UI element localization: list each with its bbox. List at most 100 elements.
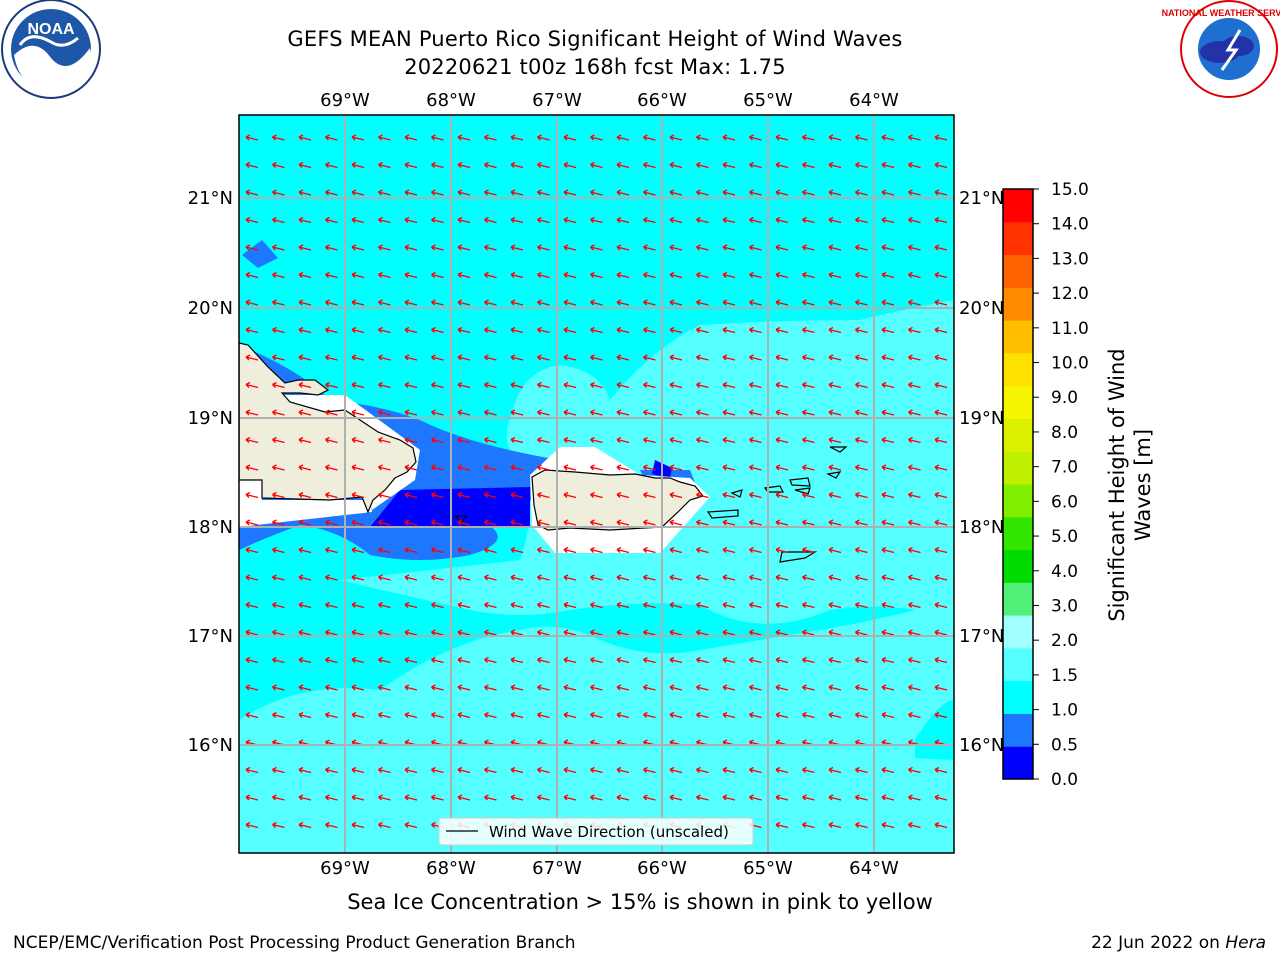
wind-arrow bbox=[828, 546, 842, 554]
wind-arrow bbox=[722, 189, 736, 196]
wind-arrow bbox=[431, 134, 444, 141]
wind-arrow bbox=[510, 519, 524, 526]
lon-label: 66°W bbox=[637, 858, 687, 879]
wind-arrow bbox=[245, 354, 259, 361]
footer-host: Hera bbox=[1225, 933, 1266, 953]
wind-arrow bbox=[484, 491, 497, 499]
wind-arrow bbox=[696, 134, 709, 141]
wind-arrow bbox=[802, 546, 815, 554]
wind-arrow bbox=[245, 656, 259, 664]
wind-arrow bbox=[908, 271, 921, 279]
wind-arrow bbox=[431, 161, 444, 169]
wind-arrow bbox=[590, 244, 603, 251]
wind-arrow bbox=[245, 134, 259, 141]
wind-wave-arrows bbox=[245, 134, 948, 829]
wind-arrow bbox=[404, 601, 418, 609]
colorbar-tick-label: 5.0 bbox=[1051, 527, 1078, 547]
wind-arrow bbox=[802, 134, 815, 141]
wind-arrow bbox=[749, 216, 762, 224]
wind-arrow bbox=[749, 766, 762, 774]
wind-arrow bbox=[775, 354, 789, 361]
wind-arrow bbox=[378, 574, 391, 581]
wind-arrow bbox=[669, 409, 683, 416]
wind-arrow bbox=[934, 299, 948, 306]
wind-arrow bbox=[378, 656, 391, 664]
wind-arrow bbox=[537, 436, 550, 444]
wind-arrow bbox=[643, 161, 656, 169]
wind-arrow bbox=[881, 189, 895, 196]
wind-arrow bbox=[590, 409, 603, 416]
wind-arrow bbox=[934, 134, 948, 141]
wind-arrow bbox=[696, 161, 709, 169]
wind-arrow bbox=[908, 821, 921, 829]
wind-arrow bbox=[457, 656, 471, 664]
wind-arrow bbox=[669, 464, 683, 471]
wind-arrow bbox=[590, 326, 603, 334]
wind-arrow bbox=[881, 519, 895, 526]
wind-arrow bbox=[325, 161, 338, 169]
footer-date-text: 22 Jun 2022 on bbox=[1091, 933, 1226, 953]
wind-arrow bbox=[272, 464, 285, 471]
wind-arrow bbox=[855, 464, 868, 471]
wind-arrow bbox=[881, 491, 895, 499]
wind-arrow bbox=[855, 189, 868, 196]
wind-arrow bbox=[378, 409, 391, 416]
wind-arrow bbox=[404, 794, 418, 801]
colorbar-swatch bbox=[1003, 713, 1033, 747]
wind-arrow bbox=[802, 491, 815, 499]
wind-arrow bbox=[272, 684, 285, 691]
wind-arrow bbox=[669, 711, 683, 719]
wind-arrow bbox=[908, 684, 921, 691]
wind-arrow bbox=[722, 161, 736, 169]
wind-arrow bbox=[802, 766, 815, 774]
wind-arrow bbox=[484, 381, 497, 389]
wind-arrow bbox=[749, 601, 762, 609]
wind-arrow bbox=[431, 216, 444, 224]
wind-arrow bbox=[908, 491, 921, 499]
wind-arrow bbox=[298, 491, 312, 499]
wind-arrow bbox=[298, 546, 312, 554]
wind-arrow bbox=[351, 821, 365, 829]
wind-arrow bbox=[802, 326, 815, 334]
colorbar-tick-label: 7.0 bbox=[1051, 458, 1078, 478]
lat-label: 18°N bbox=[959, 517, 1004, 538]
wind-arrow bbox=[351, 299, 365, 306]
wind-arrow bbox=[934, 546, 948, 554]
wind-arrow bbox=[749, 381, 762, 389]
wind-arrow bbox=[563, 684, 577, 691]
wind-arrow bbox=[404, 464, 418, 471]
colorbar-swatch bbox=[1003, 484, 1033, 518]
wind-arrow bbox=[245, 189, 259, 196]
wind-arrow bbox=[934, 271, 948, 279]
wind-arrow bbox=[828, 574, 842, 581]
wind-arrow bbox=[298, 134, 312, 141]
wind-arrow bbox=[484, 354, 497, 361]
wind-arrow bbox=[272, 271, 285, 279]
wind-arrow bbox=[908, 656, 921, 664]
wind-arrow bbox=[590, 436, 603, 444]
colorbar-swatch bbox=[1003, 385, 1033, 419]
wind-arrow bbox=[722, 464, 736, 471]
wind-arrow bbox=[828, 436, 842, 444]
wind-arrow bbox=[775, 491, 789, 499]
wind-arrow bbox=[669, 601, 683, 609]
wind-arrow bbox=[908, 574, 921, 581]
wind-arrow bbox=[643, 244, 656, 251]
wind-arrow bbox=[749, 244, 762, 251]
wind-arrow bbox=[351, 491, 365, 499]
wind-arrow bbox=[855, 134, 868, 141]
wind-arrow bbox=[563, 519, 577, 526]
wind-arrow bbox=[484, 684, 497, 691]
wind-arrow bbox=[855, 326, 868, 334]
wind-arrow bbox=[378, 519, 391, 526]
wind-arrow bbox=[537, 629, 550, 636]
wind-arrow bbox=[404, 161, 418, 169]
wind-arrow bbox=[749, 354, 762, 361]
wind-arrow bbox=[378, 134, 391, 141]
wind-arrow bbox=[934, 189, 948, 196]
wind-arrow bbox=[643, 326, 656, 334]
wind-arrow bbox=[325, 574, 338, 581]
wind-arrow bbox=[325, 216, 338, 224]
wind-arrow bbox=[298, 244, 312, 251]
lon-label: 69°W bbox=[320, 90, 370, 111]
